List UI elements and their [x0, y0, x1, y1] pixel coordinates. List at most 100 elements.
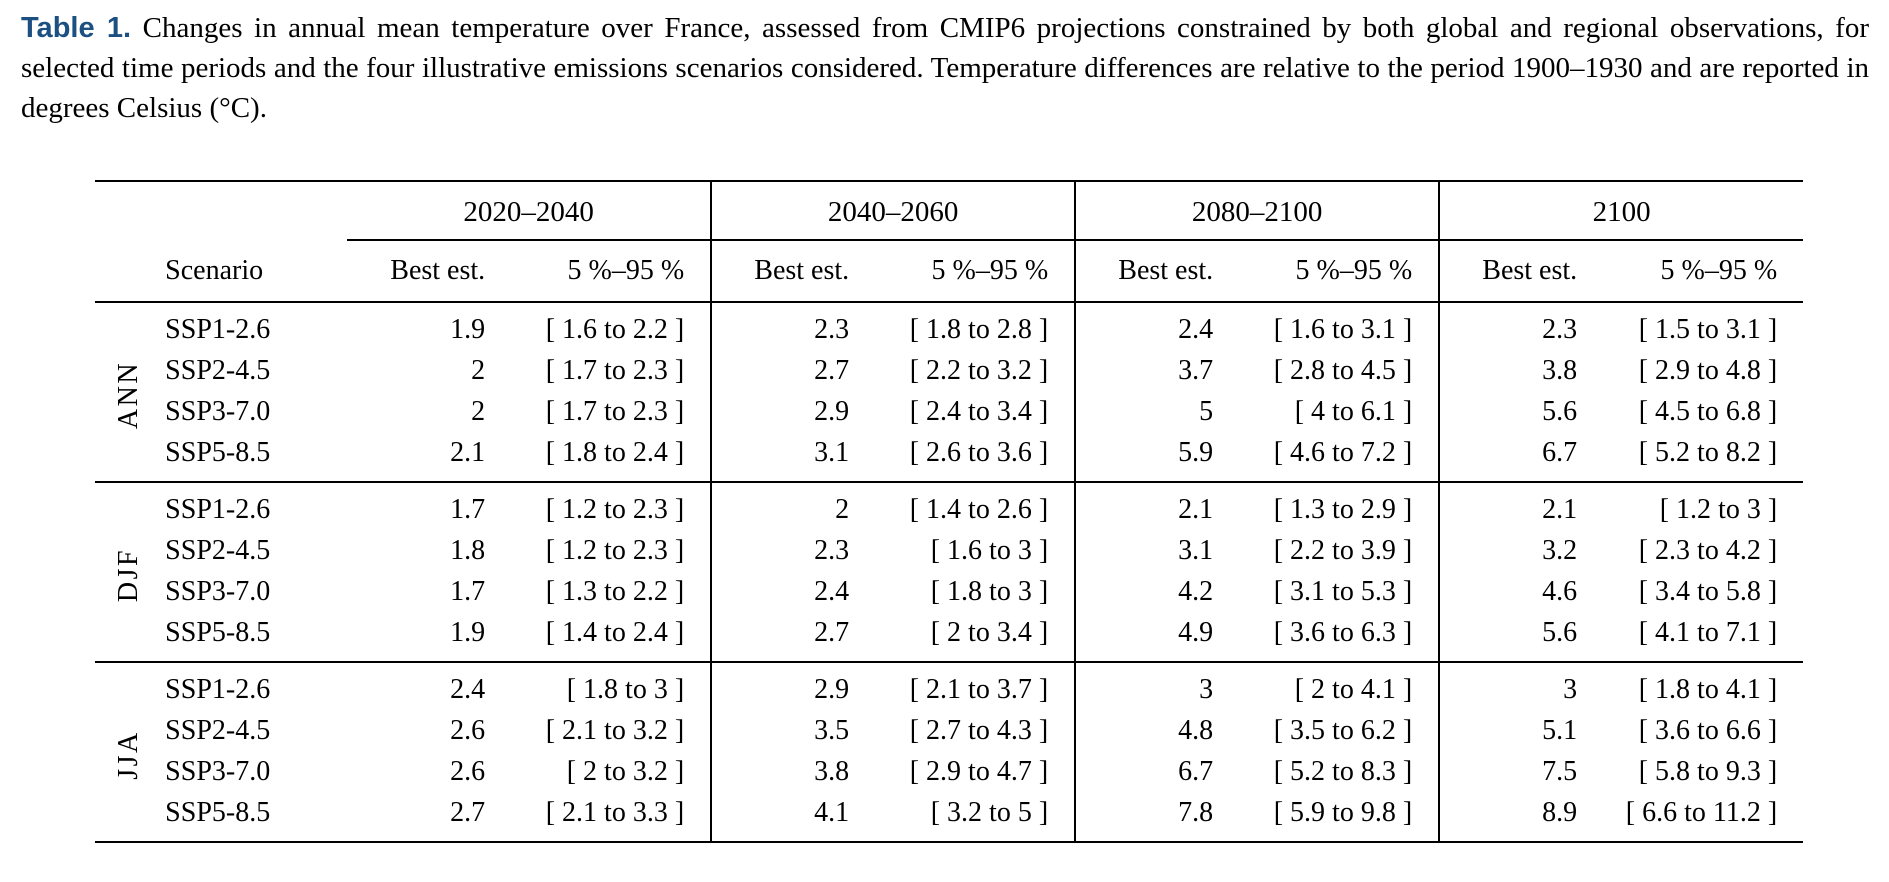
range-header: 5 %–95 % [487, 240, 712, 303]
range-cell: [ 2 to 3.2 ] [566, 756, 685, 787]
range-cell: [ 2.6 to 3.6 ] [909, 437, 1049, 468]
range-cell: [ 1.7 to 2.3 ] [545, 355, 685, 386]
table-row: ANN SSP1-2.6 1.9 [ 1.6 to 2.2 ] 2.3 [ 1.… [95, 302, 1803, 429]
results-table-container: 2020–2040 2040–2060 2080–2100 2100 Scena… [95, 180, 1804, 843]
best-estimate-cell: 1.7 [450, 494, 486, 525]
range-cell: [ 1.2 to 3 ] [1659, 494, 1778, 525]
best-estimate-cell: 8.9 [1438, 793, 1580, 842]
best-estimate-cell: 2 [471, 355, 486, 386]
best-estimate-cell: 2.9 [710, 662, 852, 711]
season-label: DJF [113, 547, 145, 603]
range-cell: [ 1.2 to 2.3 ] [545, 535, 685, 566]
season-label-cell: JJA [95, 662, 163, 842]
range-cell: [ 1.8 to 2.4 ] [545, 437, 685, 468]
period-header: 2040–2060 [710, 181, 1076, 241]
best-estimate-cell: 1.9 [450, 314, 486, 345]
range-cell: [ 5.9 to 9.8 ] [1273, 797, 1413, 828]
best-estimate-cell: 3.2 [1438, 531, 1580, 572]
season-label-cell: ANN [95, 302, 163, 482]
best-estimate-cell: 3.8 [710, 752, 852, 793]
best-estimate-cell: 5.6 [1438, 613, 1580, 662]
table-row: SSP2-4.5 2 [ 1.7 to 2.3 ] 2.7 [ 2.2 to 3… [95, 351, 1803, 392]
best-estimate-cell: 4.8 [1074, 711, 1216, 752]
results-table: 2020–2040 2040–2060 2080–2100 2100 Scena… [95, 180, 1804, 843]
range-cell: [ 1.6 to 2.2 ] [545, 314, 685, 345]
range-cell: [ 2.9 to 4.8 ] [1638, 355, 1778, 386]
table-row: SSP2-4.5 2.6 [ 2.1 to 3.2 ] 3.5 [ 2.7 to… [95, 711, 1803, 752]
best-estimate-cell: 6.7 [1438, 433, 1580, 482]
best-estimate-cell: 3.7 [1074, 351, 1216, 392]
table-row: SSP3-7.0 2.6 [ 2 to 3.2 ] 3.8 [ 2.9 to 4… [95, 752, 1803, 793]
table-caption: Table 1. Changes in annual mean temperat… [21, 8, 1869, 128]
best-estimate-cell: 7.5 [1438, 752, 1580, 793]
scenario-cell: SSP5-8.5 [165, 797, 271, 828]
range-cell: [ 3.6 to 6.3 ] [1273, 617, 1413, 648]
range-cell: [ 2.2 to 3.9 ] [1273, 535, 1413, 566]
scenario-cell: SSP3-7.0 [165, 576, 271, 607]
scenario-cell: SSP2-4.5 [165, 535, 271, 566]
range-cell: [ 3.6 to 6.6 ] [1638, 715, 1778, 746]
range-cell: [ 2.4 to 3.4 ] [909, 396, 1049, 427]
best-estimate-cell: 2.6 [450, 756, 486, 787]
scenario-cell: SSP1-2.6 [165, 314, 271, 345]
table-caption-label: Table 1. [21, 12, 132, 44]
best-estimate-cell: 2.7 [710, 351, 852, 392]
best-estimate-cell: 2.9 [710, 392, 852, 433]
best-estimate-cell: 2 [471, 396, 486, 427]
season-header-cell [95, 240, 164, 303]
range-cell: [ 2.9 to 4.7 ] [909, 756, 1049, 787]
scenario-cell: SSP5-8.5 [165, 617, 271, 648]
best-estimate-header: Best est. [1074, 240, 1216, 303]
best-estimate-cell: 2.1 [1074, 482, 1216, 531]
scenario-cell: SSP5-8.5 [165, 437, 271, 468]
best-estimate-cell: 4.6 [1438, 572, 1580, 613]
best-estimate-header: Best est. [347, 240, 488, 303]
best-estimate-cell: 3.5 [710, 711, 852, 752]
table-row: DJF SSP1-2.6 1.7 [ 1.2 to 2.3 ] 2 [ 1.4 … [95, 482, 1803, 602]
range-cell: [ 1.8 to 4.1 ] [1638, 674, 1778, 705]
range-cell: [ 6.6 to 11.2 ] [1625, 797, 1778, 828]
range-cell: [ 2.7 to 4.3 ] [909, 715, 1049, 746]
table-row: SSP5-8.5 2.7 [ 2.1 to 3.3 ] 4.1 [ 3.2 to… [95, 793, 1803, 842]
range-cell: [ 4.5 to 6.8 ] [1638, 396, 1778, 427]
best-estimate-cell: 2.3 [710, 302, 852, 351]
range-cell: [ 1.8 to 2.8 ] [909, 314, 1049, 345]
best-estimate-cell: 1.9 [450, 617, 486, 648]
best-estimate-cell: 3.8 [1438, 351, 1580, 392]
scenario-cell: SSP1-2.6 [165, 494, 271, 525]
best-estimate-cell: 4.2 [1074, 572, 1216, 613]
scenario-cell: SSP3-7.0 [165, 756, 271, 787]
range-cell: [ 2 to 4.1 ] [1294, 674, 1413, 705]
best-estimate-cell: 5.9 [1074, 433, 1216, 482]
best-estimate-cell: 2.6 [450, 715, 486, 746]
range-cell: [ 1.3 to 2.9 ] [1273, 494, 1413, 525]
table-row: SSP3-7.0 1.7 [ 1.3 to 2.2 ] 2.4 [ 1.8 to… [95, 572, 1803, 613]
scenario-header: Scenario [163, 240, 348, 303]
best-estimate-cell: 5.6 [1438, 392, 1580, 433]
season-block-djf: DJF SSP1-2.6 1.7 [ 1.2 to 2.3 ] 2 [ 1.4 … [95, 482, 1804, 662]
scenario-cell: SSP1-2.6 [165, 674, 271, 705]
range-cell: [ 1.8 to 3 ] [930, 576, 1049, 607]
best-estimate-cell: 3.1 [710, 433, 852, 482]
best-estimate-cell: 2.7 [710, 613, 852, 662]
range-cell: [ 4.6 to 7.2 ] [1273, 437, 1413, 468]
best-estimate-cell: 2 [710, 482, 852, 531]
best-estimate-cell: 2.3 [1438, 302, 1580, 351]
season-label: ANN [113, 360, 145, 430]
best-estimate-cell: 2.4 [710, 572, 852, 613]
best-estimate-cell: 6.7 [1074, 752, 1216, 793]
best-estimate-cell: 2.4 [1074, 302, 1216, 351]
best-estimate-cell: 4.9 [1074, 613, 1216, 662]
stub-cell [95, 181, 347, 240]
column-header-row: Scenario Best est. 5 %–95 % Best est. 5 … [95, 240, 1804, 303]
range-cell: [ 5.2 to 8.2 ] [1638, 437, 1778, 468]
table-row: SSP2-4.5 1.8 [ 1.2 to 2.3 ] 2.3 [ 1.6 to… [95, 531, 1803, 572]
range-cell: [ 1.7 to 2.3 ] [545, 396, 685, 427]
best-estimate-cell: 5 [1074, 392, 1216, 433]
best-estimate-cell: 2.3 [710, 531, 852, 572]
range-cell: [ 1.5 to 3.1 ] [1638, 314, 1778, 345]
best-estimate-cell: 2.1 [450, 437, 486, 468]
range-cell: [ 4 to 6.1 ] [1294, 396, 1413, 427]
range-cell: [ 1.3 to 2.2 ] [545, 576, 685, 607]
scenario-cell: SSP2-4.5 [165, 355, 271, 386]
